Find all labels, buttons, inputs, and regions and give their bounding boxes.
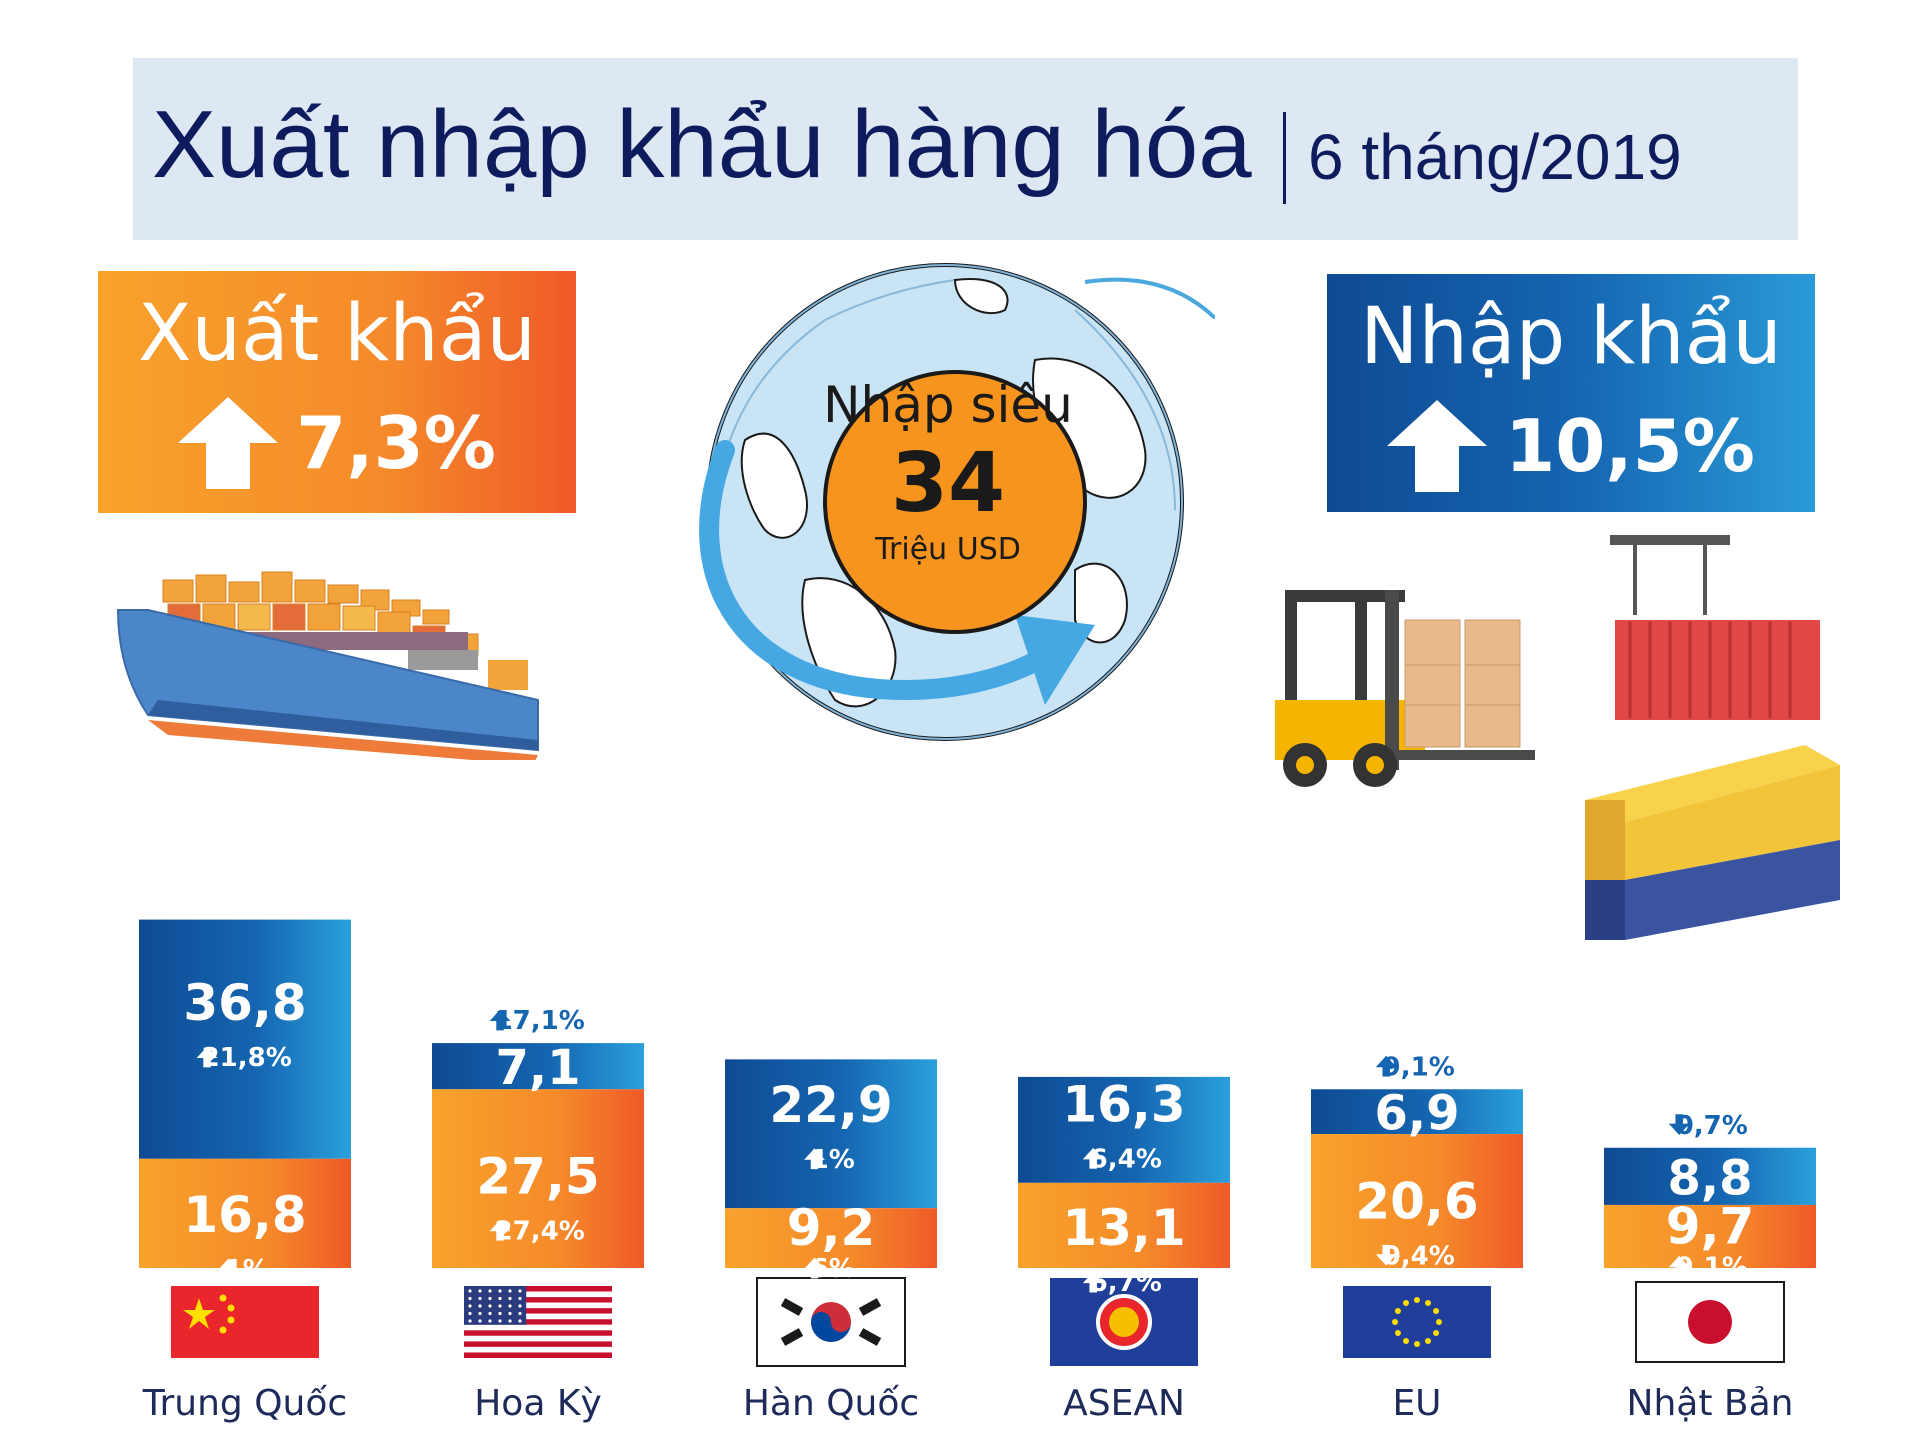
svg-text:9,1%: 9,1% — [1676, 1252, 1748, 1282]
up-arrow-icon — [196, 1046, 218, 1059]
hanging-container-icon — [1610, 535, 1820, 720]
import-change-label: 21,8% — [196, 1043, 292, 1073]
export-label: Xuất khẩu — [138, 289, 536, 379]
import-value-label: 36,8 — [183, 974, 306, 1032]
import-bar — [1018, 1076, 1230, 1183]
import-bar — [1311, 1089, 1523, 1135]
import-change-label: 1% — [804, 1145, 855, 1175]
export-bar — [139, 1158, 351, 1268]
import-value-label: 8,8 — [1667, 1150, 1752, 1206]
category-label: Hoa Kỳ — [474, 1383, 602, 1424]
export-panel: Xuất khẩu 7,3% — [98, 271, 576, 513]
import-change-label: 9,1% — [1375, 1052, 1455, 1082]
trade-balance-label: Nhập siêu — [823, 376, 1073, 434]
forklift-icon — [1275, 590, 1535, 787]
up-arrow-icon — [1082, 1147, 1104, 1160]
export-change-label: 27,4% — [489, 1216, 585, 1246]
cargo-ship-icon — [116, 571, 539, 760]
flag-asean-icon — [1050, 1278, 1198, 1366]
export-bar — [1018, 1182, 1230, 1268]
export-change-label: 9,1% — [1668, 1252, 1748, 1282]
export-bar — [1311, 1134, 1523, 1268]
export-change-label: 0,4% — [1375, 1241, 1455, 1271]
import-label: Nhập khẩu — [1360, 292, 1782, 382]
svg-text:6,4%: 6,4% — [1090, 1144, 1162, 1174]
import-bar — [1604, 1147, 1816, 1205]
down-arrow-icon — [1668, 1123, 1690, 1136]
export-value-label: 20,6 — [1355, 1172, 1478, 1230]
export-up-arrow-icon — [178, 397, 279, 489]
category-label: Trung Quốc — [142, 1383, 347, 1424]
up-arrow-icon — [1668, 1255, 1690, 1268]
up-arrow-icon — [489, 1009, 511, 1022]
category-label: Nhật Bản — [1627, 1383, 1794, 1424]
import-value-label: 6,9 — [1374, 1086, 1459, 1142]
import-bar — [139, 919, 351, 1159]
export-bar — [432, 1089, 644, 1268]
up-arrow-icon — [489, 1219, 511, 1232]
import-bar — [725, 1059, 937, 1209]
import-value-label: 7,1 — [495, 1040, 580, 1096]
svg-text:17,1%: 17,1% — [495, 1006, 585, 1036]
export-value-label: 9,7 — [1666, 1197, 1755, 1255]
trade-balance-circle — [823, 370, 1087, 634]
category-label: ASEAN — [1063, 1383, 1185, 1424]
flag-japan-icon — [1635, 1281, 1785, 1363]
import-growth: 10,5% — [1505, 404, 1755, 488]
up-arrow-icon — [1082, 1271, 1104, 1284]
trade-arrow-icon — [699, 440, 1065, 701]
up-arrow-icon — [218, 1258, 239, 1270]
flag-korea-icon — [756, 1277, 906, 1367]
flag-usa-icon — [464, 1286, 612, 1358]
import-value-label: 22,9 — [769, 1076, 892, 1134]
globe-illustration — [699, 263, 1215, 741]
flag-eu-icon — [1343, 1286, 1491, 1358]
import-change-label: 0,7% — [1668, 1111, 1748, 1141]
flag-china-icon — [171, 1286, 319, 1358]
category-label: EU — [1392, 1383, 1441, 1424]
svg-text:6,7%: 6,7% — [1090, 1268, 1162, 1298]
container-stack-icon — [1585, 745, 1840, 940]
import-panel: Nhập khẩu 10,5% — [1327, 274, 1815, 512]
logistics-illustration — [1275, 535, 1840, 940]
title-divider — [1283, 112, 1286, 204]
import-bar — [432, 1043, 644, 1090]
page-subtitle: 6 tháng/2019 — [1308, 121, 1682, 193]
trade-balance-value: 34 — [890, 436, 1006, 531]
export-bar — [725, 1208, 937, 1268]
export-value-label: 13,1 — [1062, 1199, 1185, 1257]
export-change-label: 6,7% — [1082, 1268, 1162, 1298]
header-band — [133, 58, 1798, 240]
export-change-label: 1% — [218, 1255, 269, 1285]
import-change-label: 17,1% — [489, 1006, 585, 1036]
up-arrow-icon — [1375, 1055, 1397, 1068]
svg-text:0,4%: 0,4% — [1383, 1241, 1455, 1271]
svg-text:21,8%: 21,8% — [202, 1043, 292, 1073]
export-value-label: 16,8 — [183, 1186, 306, 1244]
import-value-label: 16,3 — [1062, 1075, 1185, 1133]
down-arrow-icon — [1375, 1254, 1397, 1266]
export-bar — [1604, 1204, 1816, 1268]
export-growth: 7,3% — [296, 401, 496, 485]
import-up-arrow-icon — [1387, 400, 1488, 492]
page-title: Xuất nhập khẩu hàng hóa — [152, 91, 1252, 198]
export-value-label: 9,2 — [787, 1199, 876, 1257]
import-change-label: 6,4% — [1082, 1144, 1162, 1174]
export-change-label: 6% — [804, 1254, 855, 1284]
up-arrow-icon — [804, 1257, 825, 1270]
svg-text:9,1%: 9,1% — [1383, 1052, 1455, 1082]
category-label: Hàn Quốc — [743, 1383, 919, 1424]
up-arrow-icon — [804, 1148, 825, 1160]
trade-balance-unit: Triệu USD — [875, 532, 1021, 567]
export-value-label: 27,5 — [476, 1147, 599, 1205]
svg-text:0,7%: 0,7% — [1676, 1111, 1748, 1141]
svg-text:27,4%: 27,4% — [495, 1216, 585, 1246]
